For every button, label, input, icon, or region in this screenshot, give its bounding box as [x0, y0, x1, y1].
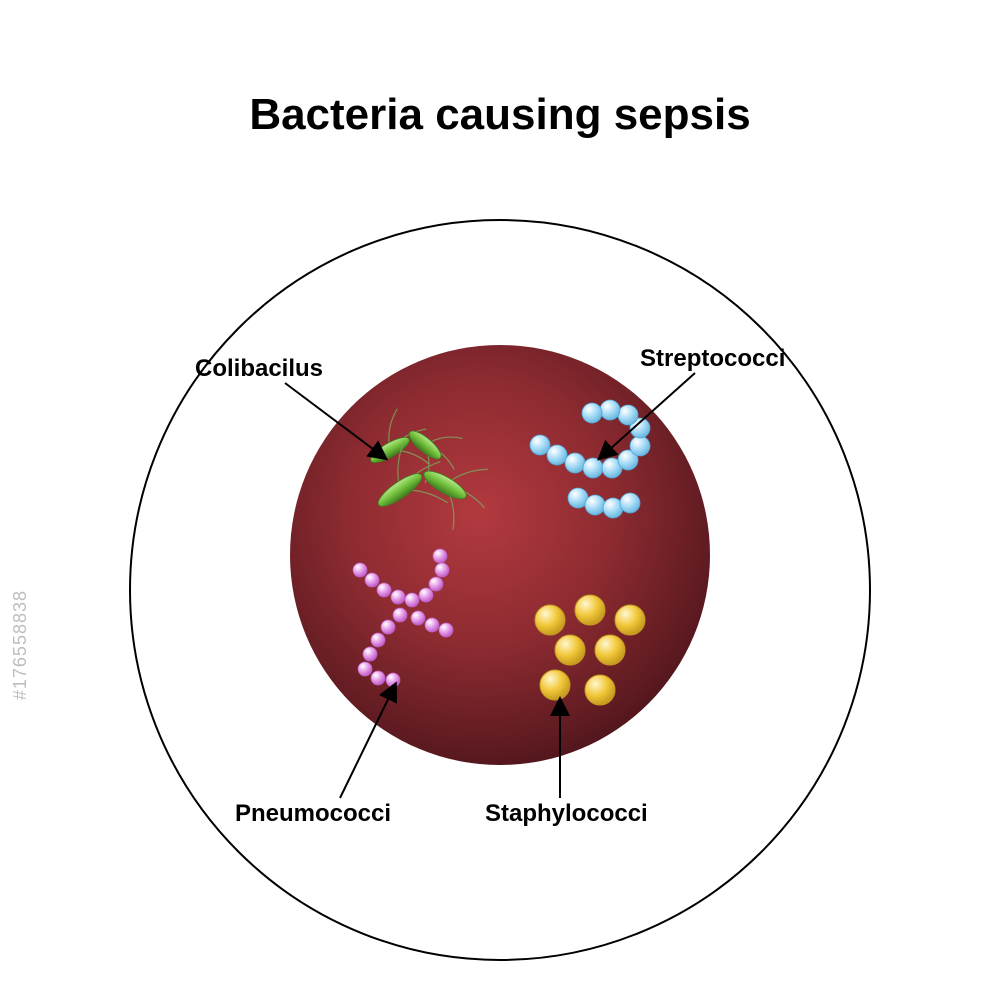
bacteria-colibacilus — [367, 409, 487, 530]
diagram-svg — [0, 0, 1000, 1000]
label-streptococci: Streptococci — [640, 345, 785, 373]
watermark-id: #176558838 — [10, 590, 31, 700]
label-arrows — [285, 373, 695, 798]
outer-circle — [130, 220, 870, 960]
bacteria-staphylococci — [535, 595, 645, 705]
bacteria-streptococci — [530, 400, 650, 518]
label-staphylococci: Staphylococci — [485, 800, 648, 828]
diagram-title: Bacteria causing sepsis — [0, 90, 1000, 140]
label-pneumococci: Pneumococci — [235, 800, 391, 828]
label-colibacilus: Colibacilus — [195, 355, 323, 383]
blood-cell-circle — [290, 345, 710, 765]
bacteria-pneumococci — [353, 549, 453, 687]
